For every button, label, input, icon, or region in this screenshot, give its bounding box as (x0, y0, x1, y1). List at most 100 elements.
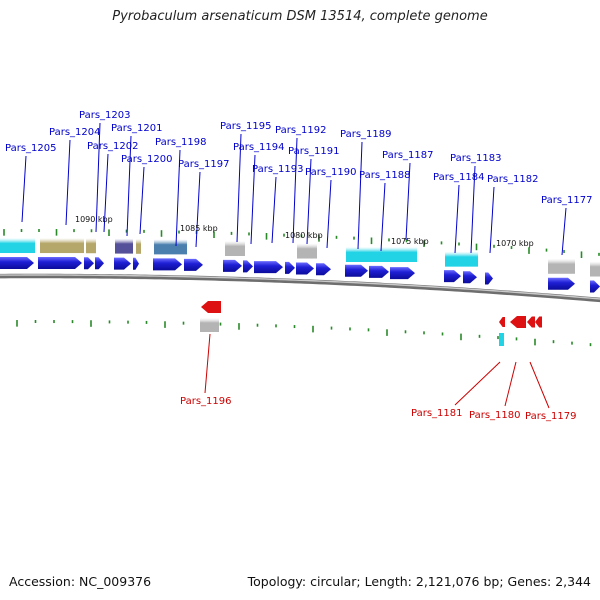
scale-tick (55, 229, 58, 236)
label-leader (204, 333, 211, 394)
forward-gene-label: Pars_1195 (220, 121, 271, 132)
scale-tick (404, 330, 407, 334)
cog-box (154, 239, 187, 255)
scale-tick (353, 236, 355, 240)
forward-gene-label: Pars_1187 (382, 150, 433, 161)
scale-tick (478, 334, 481, 338)
forward-gene-arrow (285, 261, 295, 274)
label-leader (489, 186, 495, 254)
accession-text: Accession: NC_009376 (9, 574, 152, 589)
forward-gene-label: Pars_1182 (487, 174, 538, 185)
scale-tick (275, 324, 277, 328)
reverse-gene-arrow (535, 316, 542, 328)
scale-tick (423, 240, 425, 247)
scale-tick (108, 229, 110, 237)
forward-gene-label: Pars_1200 (121, 154, 172, 165)
forward-strand-genes (0, 257, 600, 293)
forward-gene-label: Pars_1192 (275, 125, 326, 136)
label-leader (139, 166, 145, 235)
forward-gene-arrow (114, 257, 131, 270)
scale-labels: 1090 kbp 1085 kbp 1080 kbp 1075 kbp 1070 kbp (75, 215, 534, 248)
forward-gene-label: Pars_1177 (541, 195, 592, 206)
cog-box (115, 238, 133, 254)
scale-label: 1085 kbp (180, 224, 218, 233)
scale-tick (460, 333, 462, 341)
reverse-gene-label: Pars_1181 (411, 408, 462, 419)
scale-tick (164, 321, 166, 328)
cog-box (0, 238, 35, 254)
forward-gene-arrow (38, 257, 82, 270)
backbone-line (0, 273, 600, 303)
scale-ticks (3, 229, 600, 347)
label-leader (250, 154, 256, 245)
forward-gene-label: Pars_1190 (305, 167, 356, 178)
label-leader (357, 141, 363, 250)
scale-tick (71, 320, 74, 324)
scale-tick (349, 327, 351, 331)
label-leader (95, 122, 101, 233)
scale-tick (571, 341, 573, 345)
scale-tick (589, 343, 592, 347)
scale-tick (230, 231, 233, 235)
label-leader (529, 361, 550, 409)
forward-gene-arrow (369, 265, 389, 278)
genome-summary-text: Topology: circular; Length: 2,121,076 bp… (247, 574, 591, 589)
scale-tick (563, 249, 565, 253)
scale-tick (283, 233, 285, 237)
forward-gene-arrow (463, 271, 477, 284)
scale-tick (388, 238, 390, 242)
scale-tick (335, 235, 338, 239)
cog-box (136, 238, 141, 254)
forward-gene-arrow (84, 257, 94, 270)
forward-gene-label: Pars_1204 (49, 127, 100, 138)
scale-tick (497, 336, 499, 340)
reverse-gene-arrow (510, 316, 526, 328)
scale-tick (145, 320, 148, 324)
label-leader (126, 135, 132, 237)
scale-tick (16, 320, 18, 327)
scale-tick (178, 230, 180, 234)
scale-tick (370, 237, 373, 245)
forward-gene-arrow (133, 257, 139, 270)
forward-gene-arrow (444, 270, 461, 283)
reverse-gene-arrow (527, 316, 535, 328)
reverse-gene-label: Pars_1180 (469, 410, 520, 421)
label-leader (195, 171, 201, 248)
cog-box (499, 333, 504, 346)
label-leader (175, 149, 181, 247)
cog-box (200, 318, 219, 332)
scale-label: 1080 kbp (285, 231, 323, 240)
forward-gene-arrow (254, 261, 283, 274)
scale-label: 1075 kbp (391, 237, 429, 246)
forward-gene-arrow (243, 260, 253, 273)
scale-tick (441, 332, 444, 336)
cog-category-boxes (0, 238, 600, 277)
forward-gene-label: Pars_1184 (433, 172, 484, 183)
scale-tick (293, 325, 296, 329)
forward-gene-arrow (390, 267, 415, 280)
label-leader (380, 182, 386, 252)
scale-tick (405, 239, 408, 243)
label-leader (236, 133, 242, 243)
scale-tick (386, 329, 388, 336)
forward-gene-label: Pars_1198 (155, 137, 206, 148)
forward-gene-arrow (296, 262, 314, 275)
scale-tick (493, 244, 495, 248)
cog-box (445, 251, 478, 267)
scale-tick (143, 229, 145, 233)
reverse-strand-genes (200, 301, 542, 346)
scale-tick (160, 230, 163, 237)
scale-tick (458, 242, 460, 246)
cog-box (346, 247, 417, 263)
forward-gene-label: Pars_1197 (178, 159, 229, 170)
scale-tick (440, 241, 443, 245)
label-leader (405, 162, 411, 241)
scale-tick (34, 320, 37, 324)
label-leader (470, 165, 476, 254)
scale-tick (90, 229, 93, 233)
label-leader (292, 137, 298, 244)
scale-tick (213, 231, 215, 239)
scale-tick (3, 229, 5, 236)
label-leader (454, 184, 460, 254)
